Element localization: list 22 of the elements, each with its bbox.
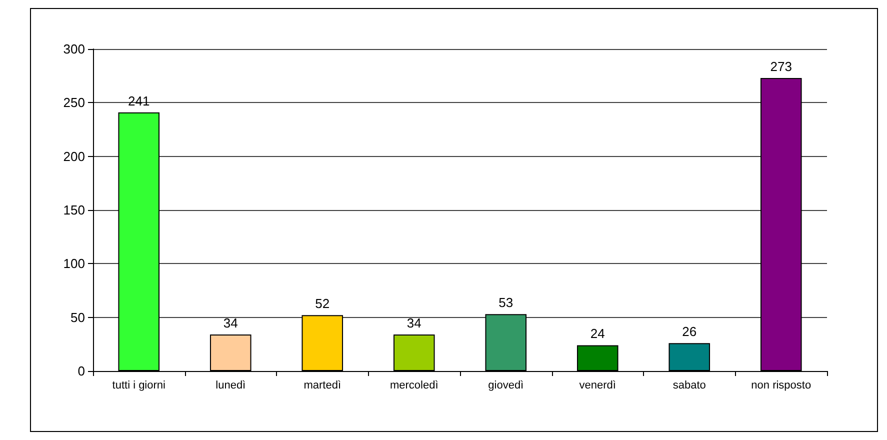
- x-tick-label: martedì: [304, 380, 342, 392]
- y-tick-label: 300: [63, 42, 85, 56]
- data-label: 34: [223, 316, 238, 331]
- y-tick-label: 50: [70, 310, 85, 325]
- data-label: 273: [770, 58, 792, 74]
- y-tick-label: 200: [63, 148, 85, 164]
- y-tick-label: 0: [78, 364, 85, 378]
- x-tick-label: venerdì: [579, 380, 616, 392]
- data-label: 24: [590, 326, 605, 342]
- x-tick-label: lunedì: [216, 380, 246, 392]
- data-label: 53: [498, 295, 514, 310]
- y-tick-label: 250: [63, 95, 85, 110]
- x-tick-label: non risposto: [751, 380, 812, 392]
- y-tick-label: 100: [63, 256, 85, 272]
- x-tick-label: giovedì: [488, 380, 524, 392]
- data-label: 52: [315, 296, 330, 312]
- y-tick-label: 150: [63, 202, 85, 218]
- x-tick-label: mercoledì: [390, 380, 438, 392]
- x-tick-label: tutti i giorni: [112, 380, 166, 392]
- data-label: 26: [682, 324, 697, 340]
- x-tick-label: sabato: [672, 380, 706, 392]
- data-label: 34: [406, 316, 422, 331]
